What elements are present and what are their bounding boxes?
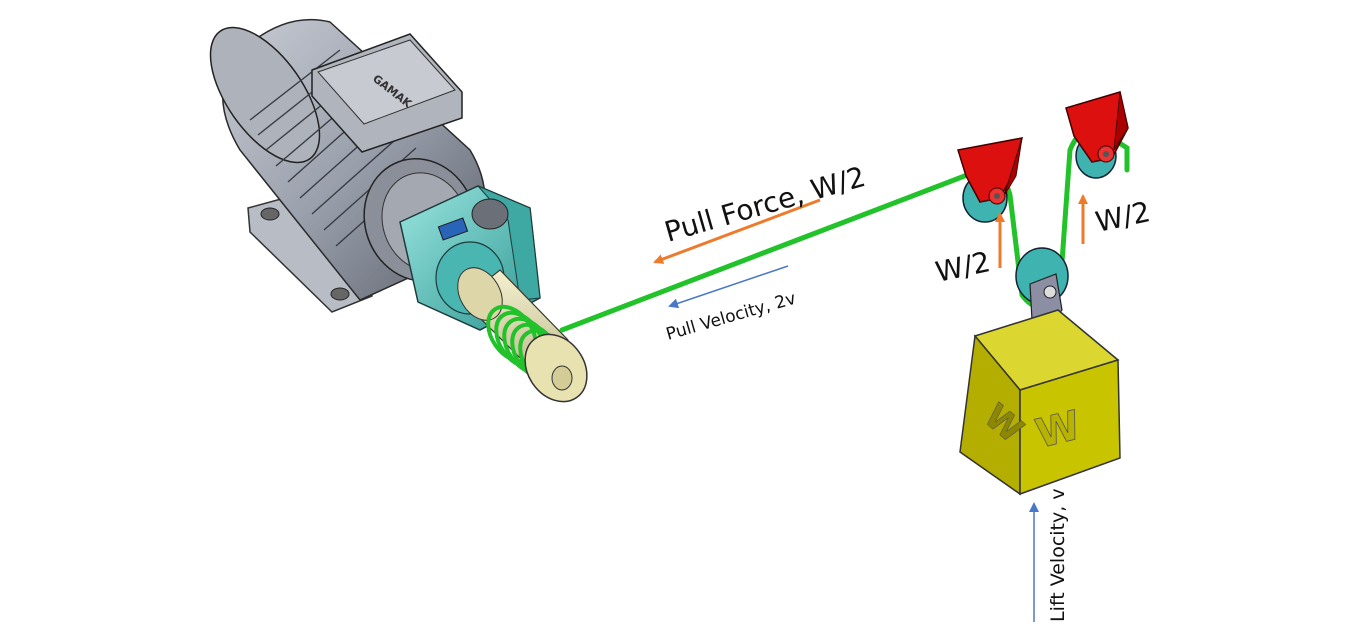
pull-force-arrow [653, 198, 821, 264]
drum-icon [457, 267, 588, 403]
pulley-icon [1065, 91, 1129, 179]
weight-front-label: W [1031, 402, 1085, 457]
lift-velocity-label: Lift Velocity, v [1047, 488, 1069, 622]
tension-left-label: W/2 [933, 245, 994, 289]
tension-right-label: W/2 [1093, 195, 1154, 239]
pulley-icon [957, 137, 1024, 223]
pull-velocity-label: Pull Velocity, 2v [664, 289, 798, 345]
weight-icon: W W [959, 309, 1121, 496]
pull-velocity-arrow [668, 265, 789, 309]
pull-force-label: Pull Force, W/2 [661, 160, 869, 249]
